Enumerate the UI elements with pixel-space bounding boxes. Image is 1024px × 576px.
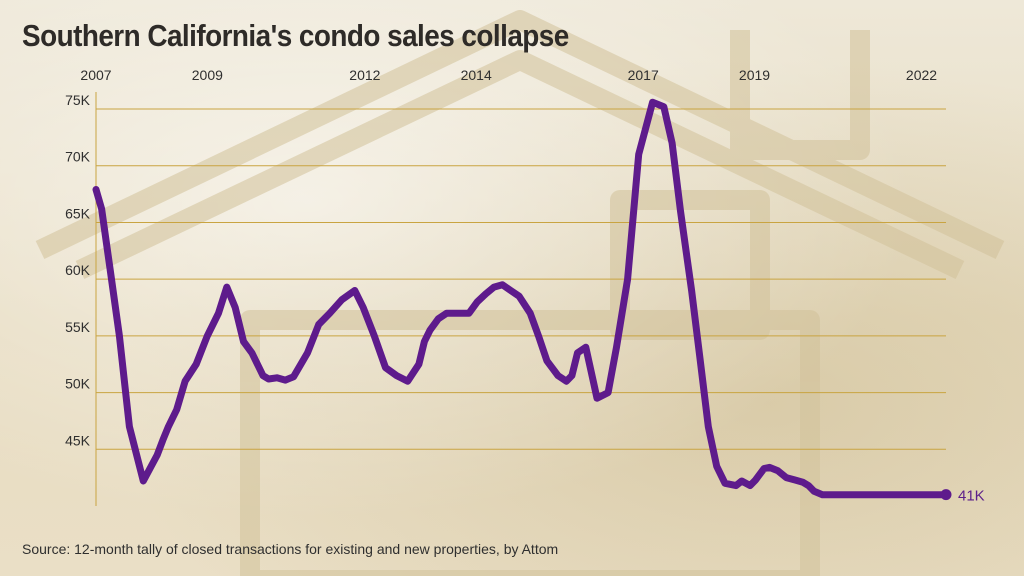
x-tick-label: 2019	[739, 67, 770, 83]
y-tick-label: 45K	[65, 432, 91, 448]
end-point	[940, 489, 952, 501]
y-tick-label: 50K	[65, 376, 91, 392]
x-axis-ticks: 20072009201220142017201920222025	[80, 67, 937, 83]
y-tick-label: 60K	[65, 262, 91, 278]
y-tick-label: 55K	[65, 319, 91, 335]
x-tick-label: 2017	[628, 67, 659, 83]
series-layer: 41K	[92, 98, 985, 505]
x-tick-label: 2012	[349, 67, 380, 83]
y-tick-label: 65K	[65, 205, 91, 221]
series-line	[92, 98, 950, 499]
y-tick-label: 70K	[65, 149, 91, 165]
x-tick-label: 2007	[80, 67, 111, 83]
y-tick-label: 75K	[65, 92, 91, 108]
chart-title: Southern California's condo sales collap…	[22, 18, 569, 53]
gridlines	[95, 92, 946, 506]
x-tick-label: 2014	[461, 67, 492, 83]
y-axis-ticks: 45K 50K 55K 60K 65K 70K 75K	[65, 92, 91, 448]
end-value-label: 41K	[958, 488, 985, 505]
x-tick-label: 2009	[192, 67, 223, 83]
source-note: Source: 12-month tally of closed transac…	[22, 541, 559, 557]
x-tick-label: 2022	[906, 67, 937, 83]
